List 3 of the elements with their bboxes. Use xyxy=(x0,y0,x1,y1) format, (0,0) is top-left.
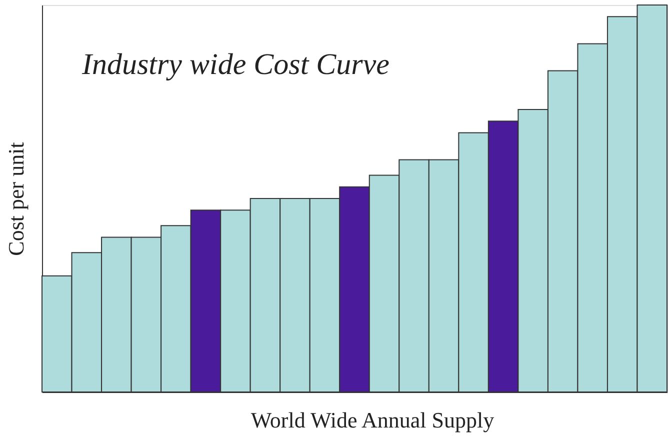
text: Industry wide Cost Curve xyxy=(81,48,390,81)
x-axis-title: World Wide Annual Supply xyxy=(250,408,494,432)
y-axis-title: Cost per unit xyxy=(4,142,28,256)
